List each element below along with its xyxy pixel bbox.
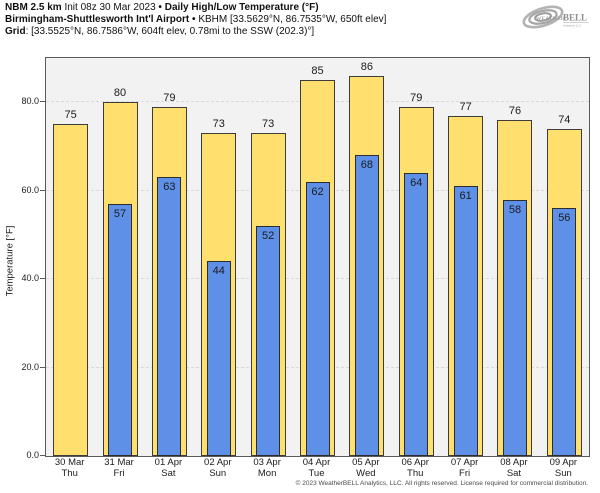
- x-tick-label: 01 Apr Sat: [154, 457, 183, 479]
- logo-tagline: Analytics LLC: [563, 23, 582, 27]
- grid-label: Grid: [5, 26, 26, 37]
- low-value-label: 62: [311, 185, 324, 198]
- low-value-label: 68: [360, 159, 373, 172]
- x-tick-day: Sun: [554, 467, 572, 479]
- x-tick-date: 07 Apr: [450, 457, 479, 468]
- low-temp-bar: [256, 226, 281, 456]
- grid-details: : [33.5525°N, 86.7586°W, 604ft elev, 0.7…: [25, 26, 315, 37]
- y-axis-title: Temperature [°F]: [4, 225, 16, 297]
- x-tick-date: 04 Apr: [302, 457, 331, 468]
- low-temp-bar: [502, 199, 527, 456]
- x-tick-label: 05 Apr Wed: [352, 457, 380, 479]
- low-value-label: 61: [459, 190, 472, 203]
- x-tick-day: Sat: [506, 467, 522, 479]
- x-tick-day: Thu: [407, 467, 424, 479]
- low-value-label: 56: [558, 212, 571, 225]
- chart-header: NBM 2.5 km Init 08z 30 Mar 2023 • Daily …: [5, 2, 386, 38]
- x-tick-label: 02 Apr Sun: [204, 457, 232, 479]
- y-tick-label: 40.0: [21, 273, 39, 284]
- x-tick-date: 05 Apr: [352, 457, 380, 468]
- y-tick-label: 0.0: [26, 450, 39, 460]
- y-tick-label: 60.0: [21, 184, 39, 195]
- low-value-label: 52: [262, 230, 275, 243]
- high-value-label: 80: [113, 87, 127, 100]
- low-value-label: 44: [212, 265, 225, 278]
- y-tick-mark: [40, 189, 45, 191]
- x-tick-day: Sun: [209, 467, 227, 479]
- low-temp-bar: [552, 208, 577, 456]
- y-tick-label: 20.0: [21, 361, 39, 372]
- product-title: Daily High/Low Temperature (°F): [164, 2, 319, 13]
- low-temp-bar: [453, 186, 478, 456]
- header-line-3: Grid: [33.5525°N, 86.7586°W, 604ft elev,…: [5, 26, 386, 38]
- x-tick-day: Wed: [356, 467, 376, 479]
- swirl-icon: [522, 5, 564, 29]
- x-tick-date: 09 Apr: [549, 457, 578, 468]
- x-tick-date: 08 Apr: [500, 457, 528, 468]
- y-tick-mark: [40, 278, 45, 280]
- y-tick-mark: [40, 455, 45, 456]
- x-tick-day: Tue: [308, 467, 325, 479]
- logo-text-bell: BELL: [563, 13, 587, 23]
- high-value-label: 86: [360, 60, 373, 73]
- high-value-label: 76: [508, 104, 522, 117]
- x-tick-label: 30 Mar Thu: [54, 457, 85, 479]
- header-line-1: NBM 2.5 km Init 08z 30 Mar 2023 • Daily …: [5, 2, 386, 14]
- model-name: NBM 2.5 km: [5, 2, 62, 13]
- high-value-label: 85: [311, 65, 324, 78]
- low-value-label: 57: [113, 207, 127, 220]
- high-value-label: 75: [64, 109, 77, 122]
- logo-text-weather: WEATHER: [536, 16, 565, 22]
- high-value-label: 77: [459, 100, 472, 113]
- x-tick-label: 06 Apr Thu: [401, 457, 429, 479]
- separator-bullet: •: [192, 14, 196, 25]
- x-tick-day: Fri: [113, 467, 125, 479]
- low-temp-bar: [354, 155, 379, 456]
- logo-divider: [563, 22, 589, 23]
- low-value-label: 63: [163, 181, 176, 194]
- high-value-label: 73: [262, 118, 275, 131]
- x-tick-date: 01 Apr: [154, 457, 183, 468]
- x-tick-date: 02 Apr: [204, 457, 232, 468]
- low-temp-bar: [404, 172, 429, 456]
- low-temp-bar: [108, 203, 133, 456]
- high-value-label: 79: [163, 91, 176, 104]
- y-tick-label: 80.0: [21, 96, 39, 107]
- weatherbell-logo: WEATHER BELL Analytics LLC: [522, 5, 589, 29]
- x-tick-date: 30 Mar: [54, 457, 85, 468]
- high-value-label: 74: [558, 113, 571, 126]
- x-tick-label: 08 Apr Sat: [500, 457, 528, 479]
- x-tick-label: 31 Mar Fri: [104, 457, 134, 479]
- x-tick-date: 31 Mar: [104, 457, 134, 468]
- x-tick-day: Thu: [61, 467, 78, 479]
- x-tick-label: 03 Apr Mon: [253, 457, 281, 479]
- station-name: Birmingham-Shuttlesworth Int'l Airport: [5, 14, 190, 25]
- high-value-label: 79: [410, 91, 423, 104]
- x-tick-date: 03 Apr: [253, 457, 281, 468]
- x-tick-label: 04 Apr Tue: [302, 457, 331, 479]
- plot-area: 75 80 57 79 63 73 44 73 52 85 62 86 68 79 64 77 61 76 58 74…: [45, 57, 590, 457]
- init-time: Init 08z 30 Mar 2023: [64, 2, 156, 13]
- x-tick-label: 09 Apr Sun: [549, 457, 578, 479]
- station-details: KBHM [33.5629°N, 86.7535°W, 650ft elev]: [198, 14, 387, 25]
- x-tick-day: Mon: [257, 467, 277, 479]
- y-tick-mark: [40, 101, 45, 103]
- low-temp-bar: [305, 181, 330, 456]
- low-value-label: 64: [410, 176, 423, 189]
- low-temp-bar: [157, 177, 182, 456]
- low-value-label: 58: [508, 203, 522, 216]
- high-value-label: 73: [212, 118, 225, 131]
- x-tick-date: 06 Apr: [401, 457, 429, 468]
- header-line-2: Birmingham-Shuttlesworth Int'l Airport •…: [5, 14, 386, 26]
- high-temp-bar: [53, 124, 89, 456]
- copyright-notice: © 2023 WeatherBELL Analytics, LLC. All r…: [295, 480, 588, 487]
- low-temp-bar: [206, 261, 231, 456]
- y-tick-mark: [40, 366, 45, 368]
- x-tick-day: Sat: [161, 467, 176, 479]
- x-tick-label: 07 Apr Fri: [450, 457, 479, 479]
- separator-bullet: •: [158, 2, 162, 13]
- x-tick-day: Fri: [459, 467, 471, 479]
